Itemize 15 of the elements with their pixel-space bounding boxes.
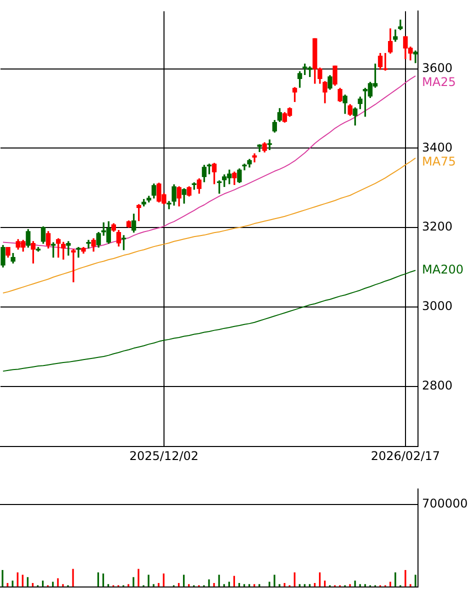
series-label: MA75: [422, 154, 456, 168]
candlestick: [71, 249, 76, 282]
series-label: MA200: [422, 262, 464, 276]
y-tick-label: 2800: [422, 378, 453, 392]
y-tick-label: 3600: [422, 60, 453, 75]
candlestick: [413, 50, 418, 64]
x-tick-label: 2025/12/02: [129, 448, 199, 463]
x-tick-label: 2026/02/17: [370, 448, 440, 463]
y-tick-label: 3000: [422, 299, 453, 314]
y-tick-label: 3200: [422, 220, 453, 234]
series-label: MA25: [422, 74, 456, 89]
y-tick-label: 3400: [422, 140, 453, 154]
candlestick: [252, 153, 257, 162]
candlestick: [86, 240, 91, 248]
y-tick-label: 700000: [422, 496, 468, 511]
